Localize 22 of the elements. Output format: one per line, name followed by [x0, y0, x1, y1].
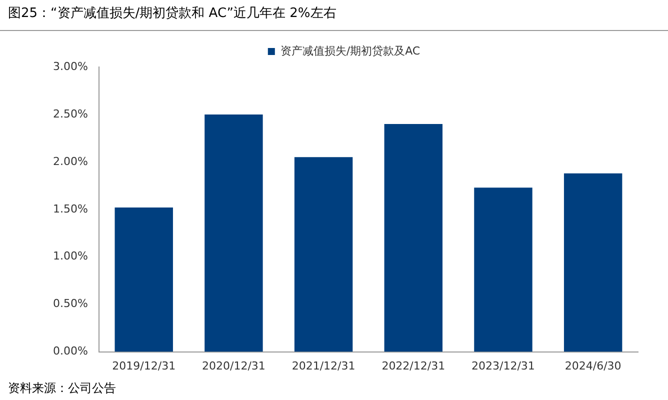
bar — [294, 157, 353, 352]
x-tick-label: 2019/12/31 — [112, 359, 176, 372]
y-tick-label: 2.50% — [52, 107, 88, 120]
bar — [114, 208, 173, 352]
x-tick-label: 2023/12/31 — [472, 359, 535, 372]
bar — [204, 114, 263, 352]
bar — [384, 124, 443, 352]
y-tick-label: 0.50% — [52, 297, 88, 310]
x-tick-label: 2022/12/31 — [382, 359, 446, 372]
y-tick-label: 3.00% — [52, 60, 88, 73]
legend-label: 资产减值损失/期初贷款及AC — [280, 44, 420, 58]
text: 资料来源：公司公告 — [8, 380, 116, 397]
x-tick-label: 2020/12/31 — [202, 359, 266, 372]
bar — [564, 173, 622, 352]
chart-title: 图25：“资产减值损失/期初贷款和 AC”近几年在 2%左右 — [8, 5, 336, 22]
y-tick-label: 0.00% — [52, 344, 88, 358]
x-tick-label: 2021/12/31 — [292, 359, 356, 372]
y-tick-label: 1.50% — [52, 202, 88, 216]
x-tick-label: 2024/6/30 — [564, 359, 622, 372]
y-tick-label: 2.00% — [52, 154, 88, 168]
bar — [474, 188, 532, 352]
y-tick-label: 1.00% — [52, 250, 88, 263]
